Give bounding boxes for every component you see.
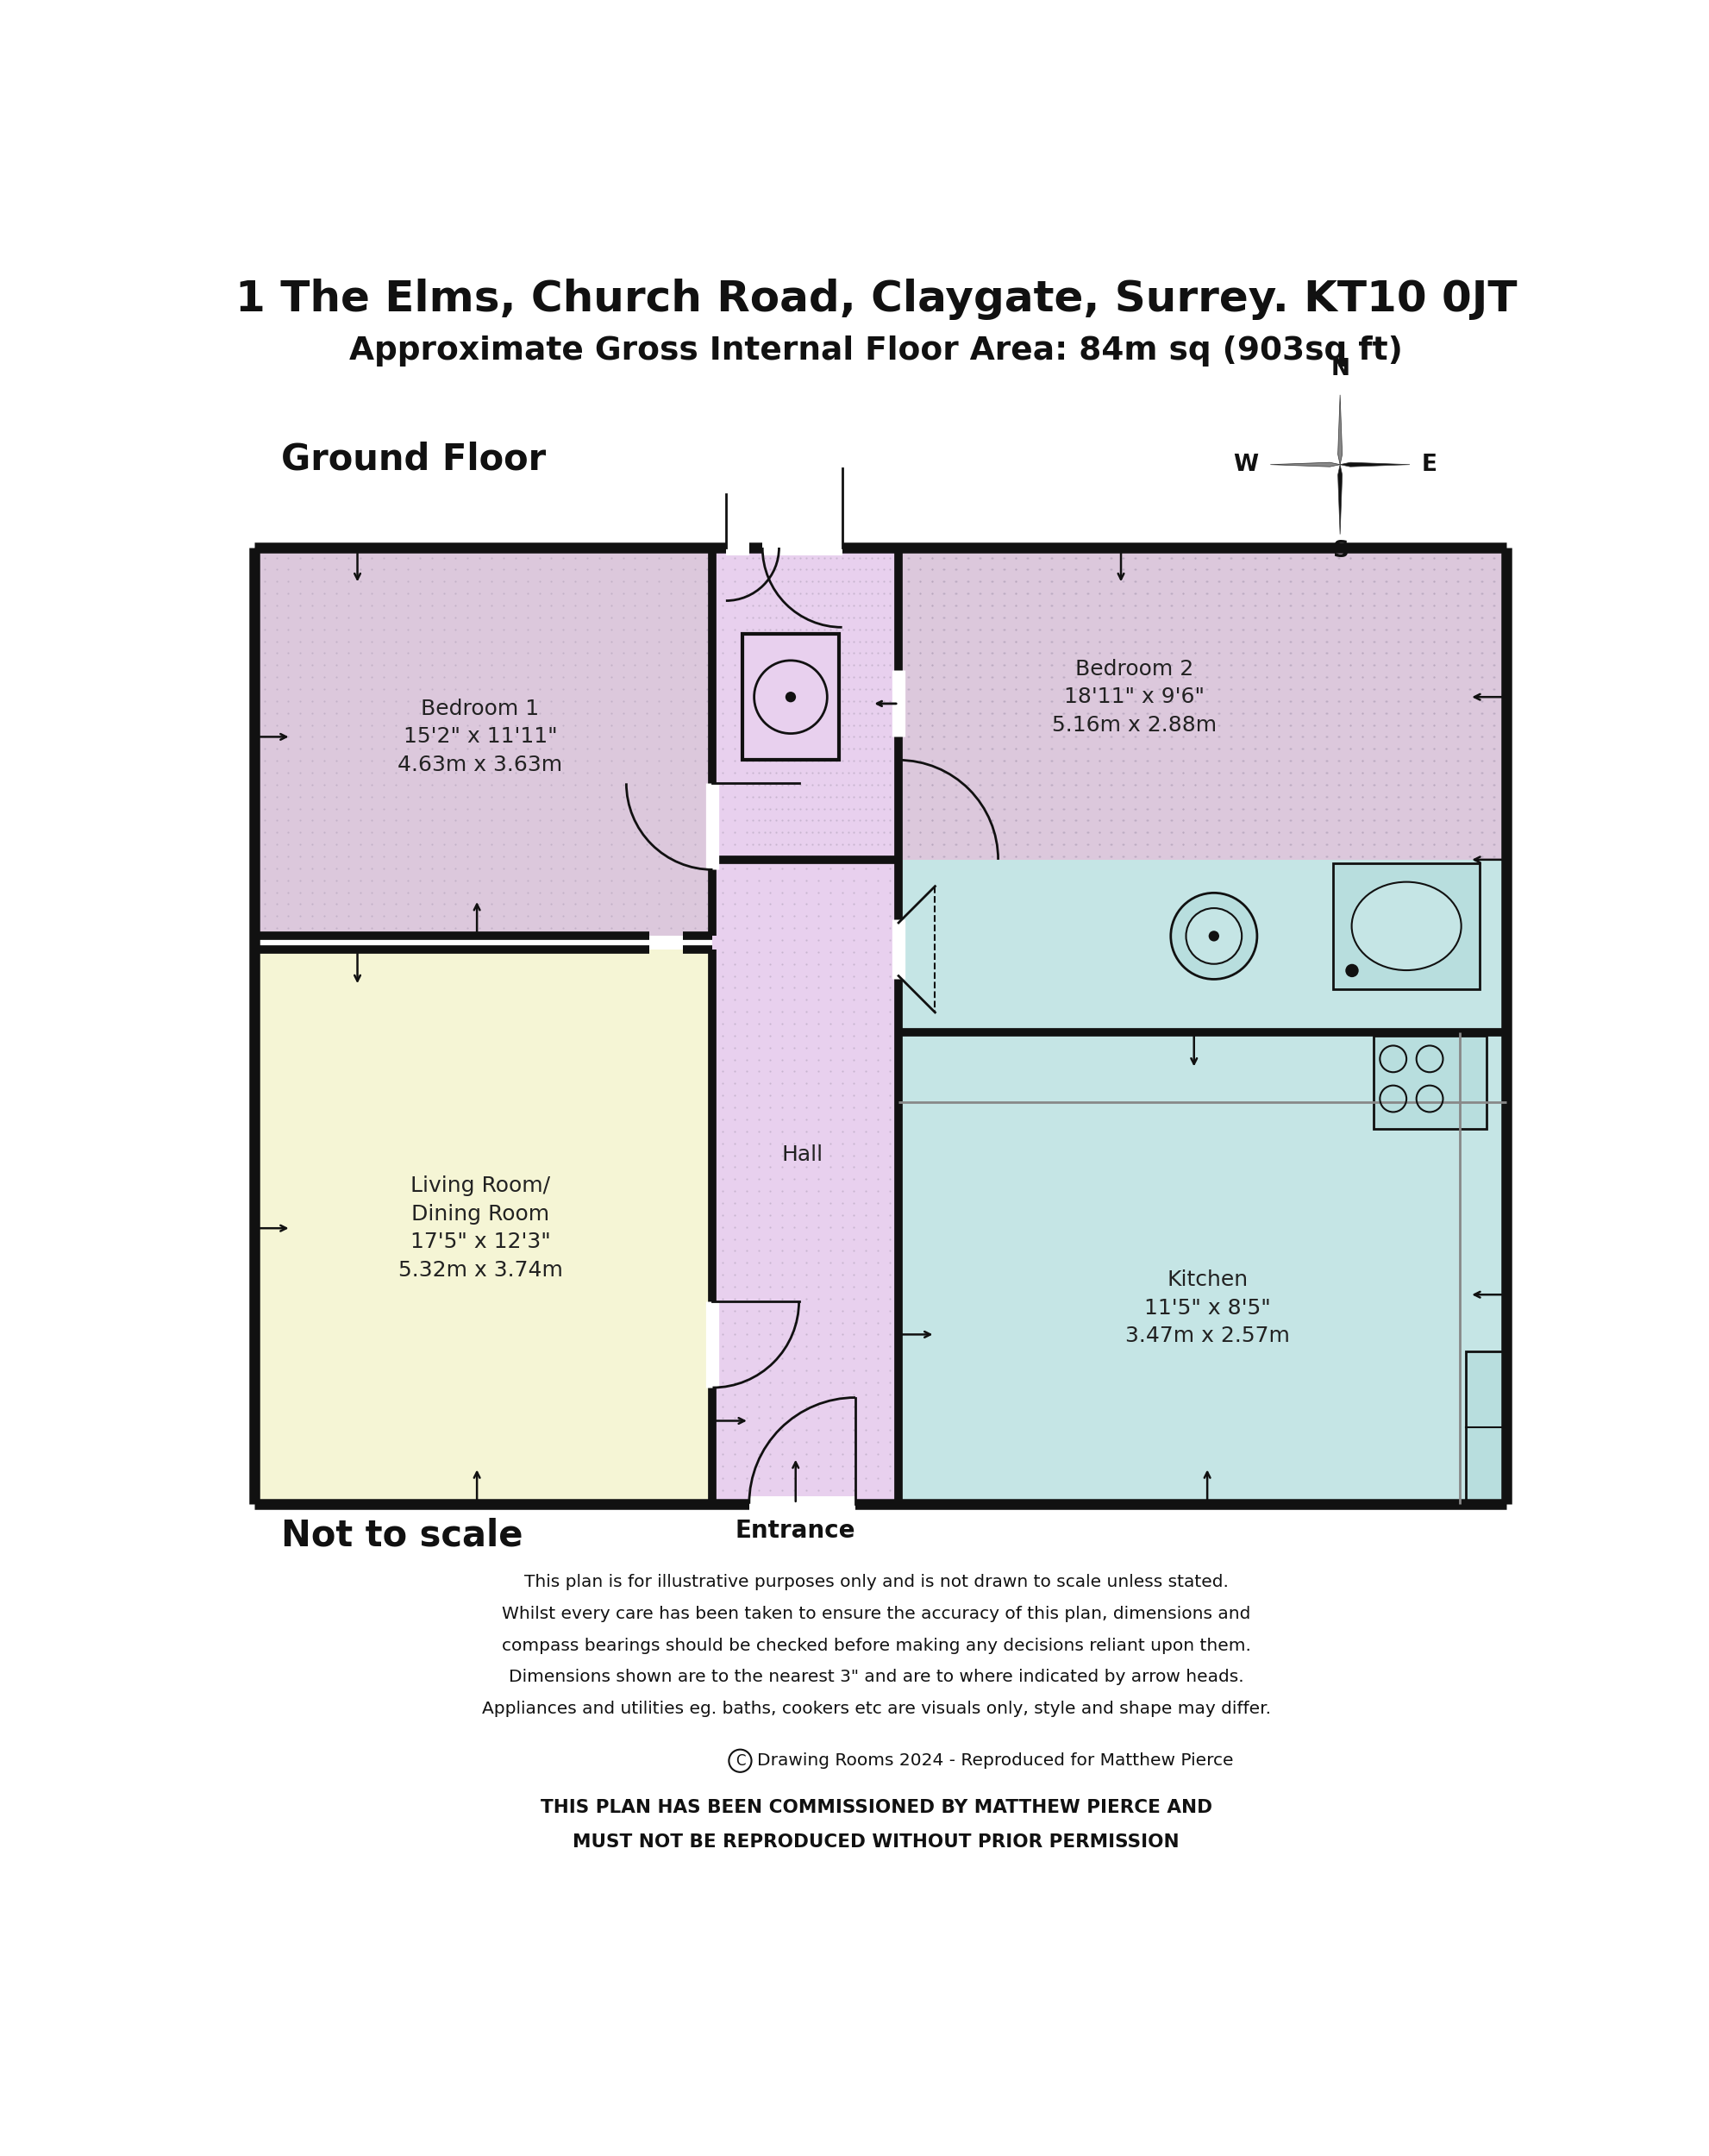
Bar [899, 860, 1506, 1033]
Polygon shape [1336, 395, 1342, 464]
Polygon shape [1336, 464, 1342, 535]
Text: 1 The Elms, Church Road, Claygate, Surrey. KT10 0JT: 1 The Elms, Church Road, Claygate, Surre… [236, 278, 1516, 319]
Bar [899, 1033, 1506, 1505]
Bar [255, 949, 713, 1505]
Text: Hall: Hall [781, 1145, 822, 1166]
Text: Living Room/
Dining Room
17'5" x 12'3"
5.32m x 3.74m: Living Room/ Dining Room 17'5" x 12'3" 5… [398, 1175, 562, 1281]
Text: Whilst every care has been taken to ensure the accuracy of this plan, dimensions: Whilst every care has been taken to ensu… [502, 1606, 1249, 1621]
Circle shape [1186, 908, 1241, 964]
Text: Ground Floor: Ground Floor [280, 442, 545, 476]
Text: W: W [1232, 453, 1258, 476]
Text: This plan is for illustrative purposes only and is not drawn to scale unless sta: This plan is for illustrative purposes o… [525, 1574, 1227, 1589]
Bar [1333, 862, 1478, 990]
Text: Drawing Rooms 2024 - Reproduced for Matthew Pierce: Drawing Rooms 2024 - Reproduced for Matt… [757, 1753, 1232, 1768]
Text: compass bearings should be checked before making any decisions reliant upon them: compass bearings should be checked befor… [501, 1636, 1251, 1654]
Ellipse shape [1352, 882, 1461, 970]
Text: Bedroom 2
18'11" x 9'6"
5.16m x 2.88m: Bedroom 2 18'11" x 9'6" 5.16m x 2.88m [1051, 658, 1217, 735]
Bar [1372, 1035, 1485, 1128]
Polygon shape [1340, 461, 1408, 466]
Text: Not to scale: Not to scale [280, 1518, 523, 1552]
Text: C: C [735, 1753, 745, 1768]
Bar [899, 548, 1506, 860]
Text: Kitchen
11'5" x 8'5"
3.47m x 2.57m: Kitchen 11'5" x 8'5" 3.47m x 2.57m [1125, 1270, 1289, 1345]
Text: MUST NOT BE REPRODUCED WITHOUT PRIOR PERMISSION: MUST NOT BE REPRODUCED WITHOUT PRIOR PER… [573, 1835, 1179, 1852]
Text: Entrance: Entrance [735, 1520, 854, 1544]
Bar [1466, 1352, 1502, 1505]
Text: Approximate Gross Internal Floor Area: 84m sq (903sq ft): Approximate Gross Internal Floor Area: 8… [349, 334, 1403, 367]
Polygon shape [1270, 461, 1340, 466]
Bar [255, 548, 713, 936]
Bar [742, 634, 839, 761]
Text: N: N [1330, 358, 1348, 379]
Circle shape [1345, 964, 1359, 977]
Text: E: E [1420, 453, 1437, 476]
Text: S: S [1331, 539, 1348, 563]
Text: Dimensions shown are to the nearest 3" and are to where indicated by arrow heads: Dimensions shown are to the nearest 3" a… [509, 1669, 1242, 1686]
Text: Appliances and utilities eg. baths, cookers etc are visuals only, style and shap: Appliances and utilities eg. baths, cook… [482, 1701, 1270, 1718]
Text: Bedroom 1
15'2" x 11'11"
4.63m x 3.63m: Bedroom 1 15'2" x 11'11" 4.63m x 3.63m [398, 699, 562, 776]
Circle shape [1171, 893, 1256, 979]
Circle shape [1208, 931, 1219, 942]
Text: THIS PLAN HAS BEEN COMMISSIONED BY MATTHEW PIERCE AND: THIS PLAN HAS BEEN COMMISSIONED BY MATTH… [540, 1800, 1212, 1818]
Circle shape [784, 692, 796, 703]
Bar [713, 548, 899, 1505]
Bar [742, 548, 1506, 860]
